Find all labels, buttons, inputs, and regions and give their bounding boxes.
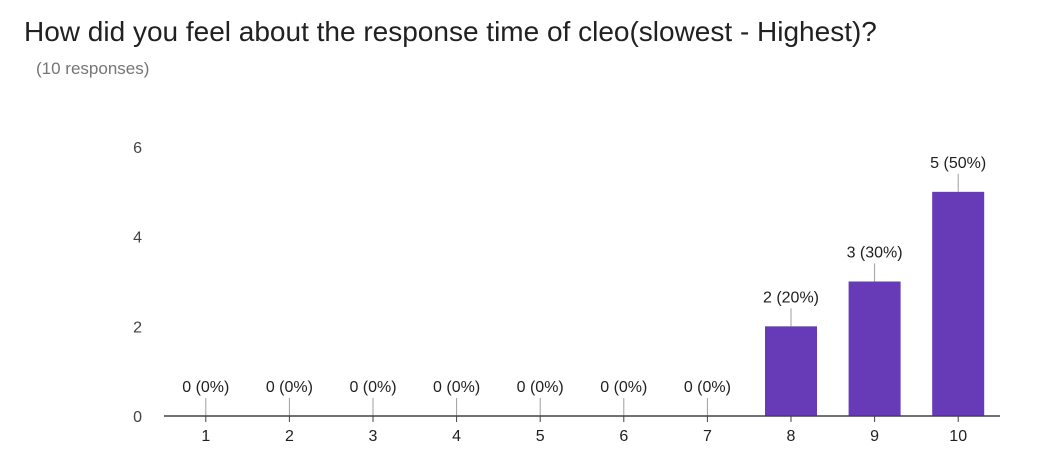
x-tick-label: 6 <box>619 428 628 445</box>
data-label: 0 (0%) <box>182 379 229 396</box>
x-tick-label: 5 <box>536 428 545 445</box>
data-label: 5 (50%) <box>930 155 986 172</box>
data-label: 2 (20%) <box>763 289 819 306</box>
chart-title: How did you feel about the response time… <box>24 16 877 47</box>
y-tick-label: 6 <box>133 140 142 157</box>
data-label: 0 (0%) <box>600 379 647 396</box>
label-leader-lines <box>205 173 959 416</box>
y-tick-label: 4 <box>133 230 142 247</box>
y-tick-label: 0 <box>133 409 142 426</box>
data-label: 0 (0%) <box>517 379 564 396</box>
data-label: 0 (0%) <box>349 379 396 396</box>
bar <box>932 191 985 416</box>
data-label: 0 (0%) <box>266 379 313 396</box>
x-tick-label: 8 <box>787 428 796 445</box>
data-label: 3 (30%) <box>847 245 903 262</box>
y-tick-label: 2 <box>133 319 142 336</box>
x-tick-label: 10 <box>949 428 967 445</box>
data-label: 0 (0%) <box>433 379 480 396</box>
bar <box>848 281 901 416</box>
data-label: 0 (0%) <box>684 379 731 396</box>
x-axis-ticks: 1 2 3 4 5 6 7 8 9 10 <box>201 416 967 445</box>
x-tick-label: 7 <box>703 428 712 445</box>
x-tick-label: 1 <box>201 428 210 445</box>
x-tick-label: 2 <box>285 428 294 445</box>
x-tick-label: 4 <box>452 428 461 445</box>
y-axis-ticks: 0 2 4 6 <box>133 140 142 426</box>
bar <box>765 326 817 416</box>
x-tick-label: 9 <box>870 428 879 445</box>
data-labels: 0 (0%) 0 (0%) 0 (0%) 0 (0%) 0 (0%) 0 (0%) 0 (0… <box>182 155 986 396</box>
bars <box>765 191 985 416</box>
x-tick-label: 3 <box>369 428 378 445</box>
response-count: (10 responses) <box>36 59 150 78</box>
